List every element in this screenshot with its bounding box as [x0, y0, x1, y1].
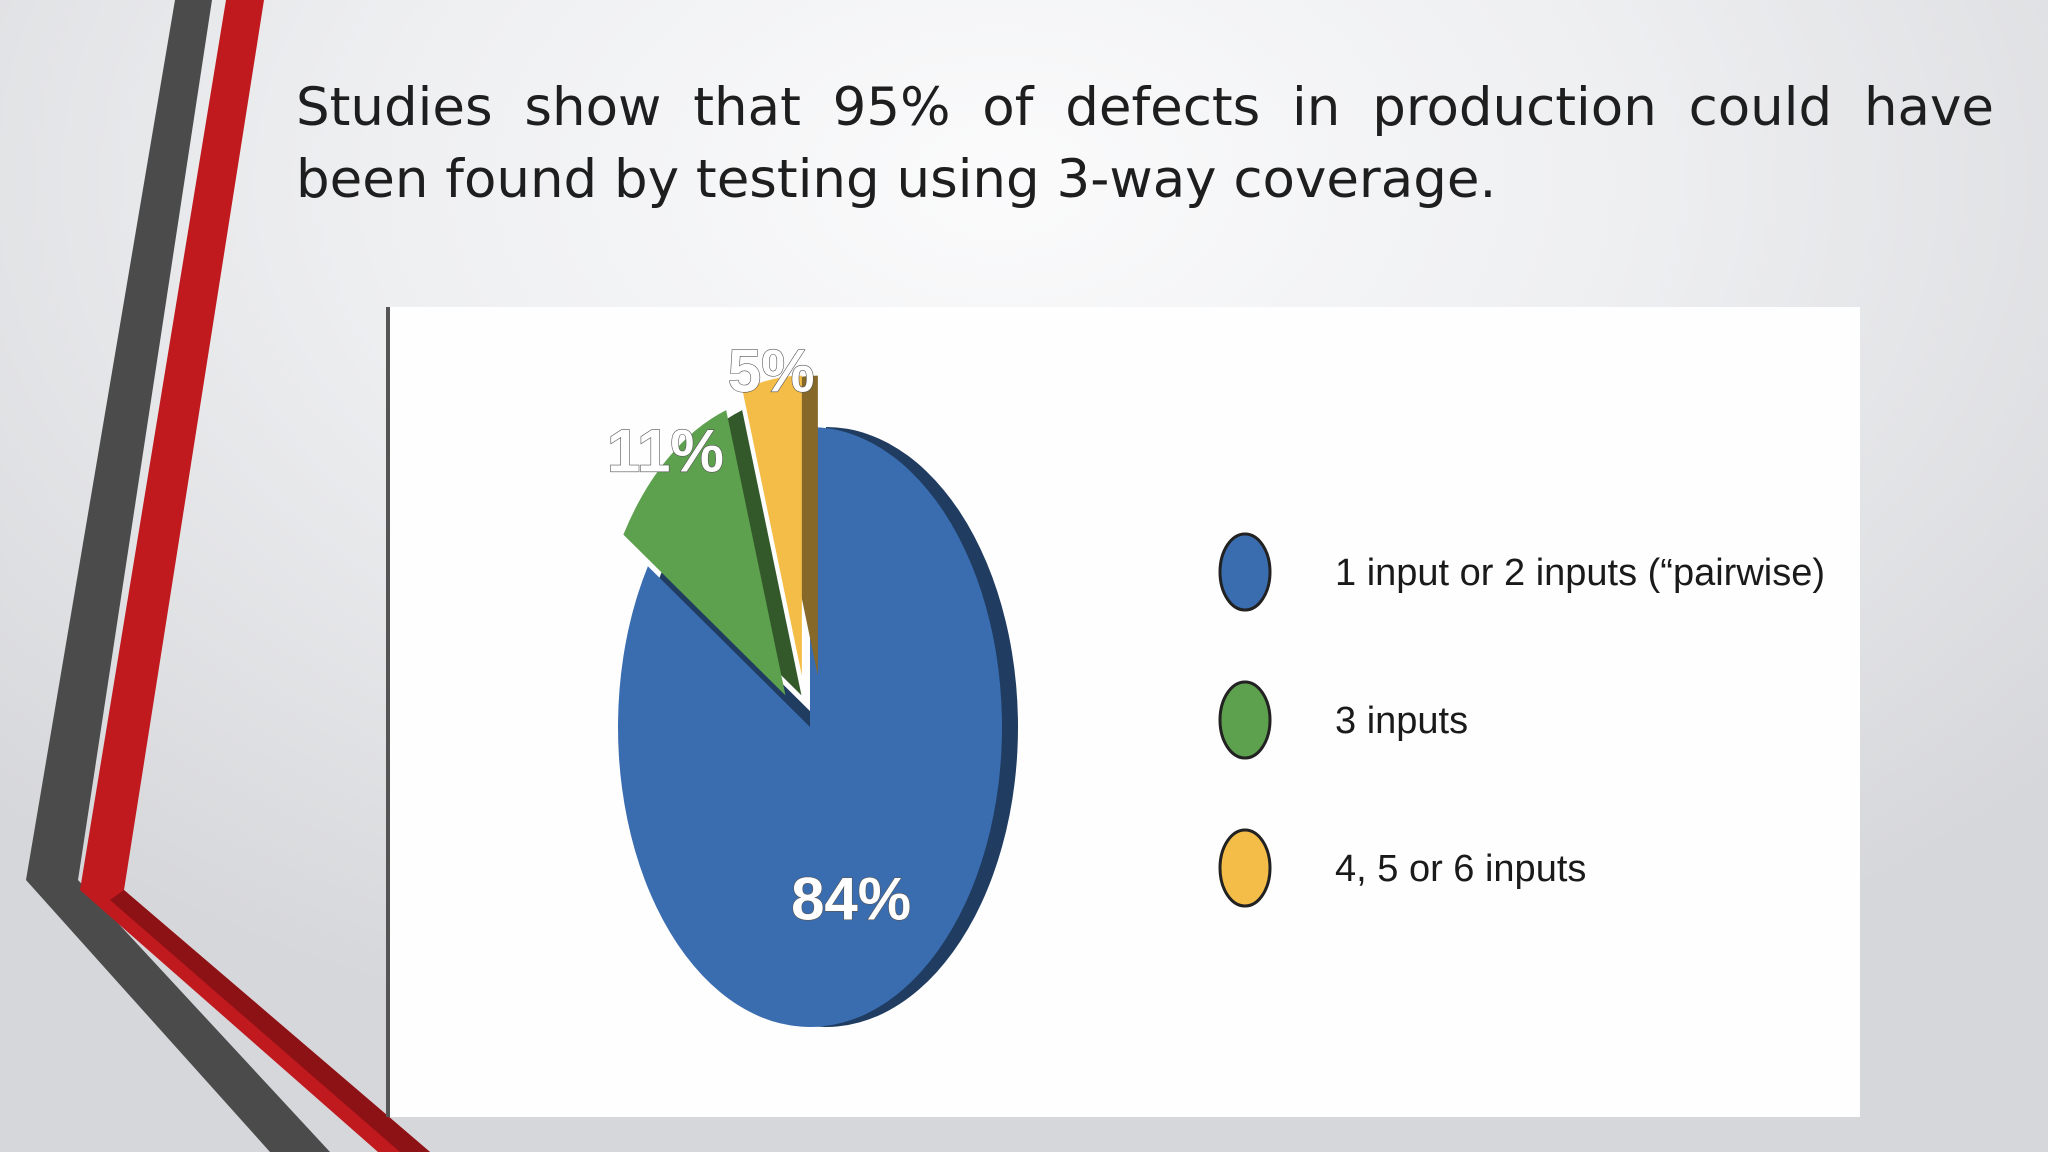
pie-group: 84% 11%5% — [606, 337, 1019, 1027]
legend-label-1: 1 input or 2 inputs (“pairwise) — [1335, 552, 1825, 594]
red-stripe — [80, 0, 430, 1152]
slide-title: Studies show that 95% of defects in prod… — [296, 77, 1994, 210]
pie-chart: 84% 11%5% 1 input or 2 inputs (“pairwise)… — [606, 337, 1825, 1027]
pie-label-1: 84% — [791, 866, 911, 933]
pie-slice-2 — [623, 410, 786, 696]
legend-label-2: 3 inputs — [1335, 700, 1468, 742]
pie-slice-3 — [742, 375, 802, 676]
legend-swatch-3 — [1218, 828, 1272, 908]
chart-panel: 84% 11% 5% 1 input or 2 inputs (“pairwise)… — [386, 307, 1860, 1117]
pie-label-2: 11% — [607, 418, 724, 485]
legend-swatch-2 — [1218, 680, 1272, 760]
legend: 1 input or 2 inputs (“pairwise) 3 inputs 4… — [1218, 532, 1825, 908]
pie-label-3: 5% — [728, 337, 815, 404]
pie-slice-1 — [618, 427, 1002, 1027]
dark-red-shadow — [110, 890, 430, 1152]
legend-label-3: 4, 5 or 6 inputs — [1335, 848, 1586, 890]
legend-swatch-1 — [1218, 532, 1272, 612]
gray-stripe — [26, 0, 330, 1152]
